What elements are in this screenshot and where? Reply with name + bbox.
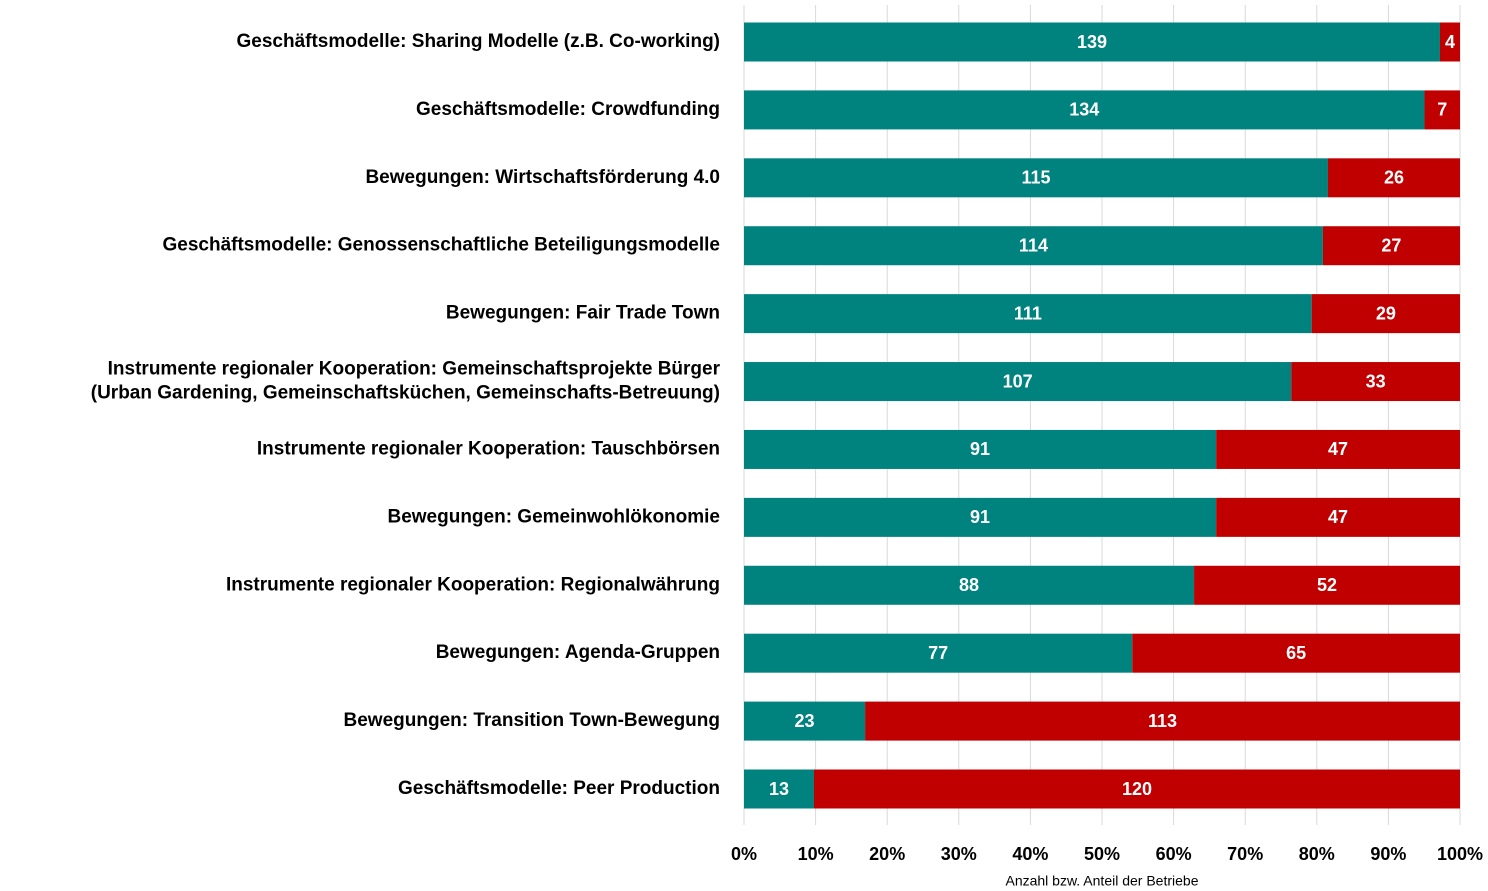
category-label: Geschäftsmodelle: Peer Production	[398, 778, 720, 799]
bar-segment	[813, 769, 1460, 809]
category-label: Geschäftsmodelle: Genossenschaftliche Be…	[163, 235, 721, 256]
bar-segment	[744, 565, 1195, 605]
bar-segment	[744, 90, 1425, 130]
bar-segment	[744, 158, 1328, 198]
value-label: 111	[1014, 303, 1042, 323]
bar-segment	[1424, 90, 1460, 130]
category-label: Instrumente regionaler Kooperation: Geme…	[91, 359, 721, 404]
value-label: 27	[1381, 235, 1401, 255]
category-label: Bewegungen: Fair Trade Town	[446, 303, 720, 324]
x-tick-label: 10%	[798, 844, 834, 864]
category-label: Instrumente regionaler Kooperation: Taus…	[257, 438, 720, 459]
bar-segment	[744, 497, 1217, 537]
x-tick-label: 50%	[1084, 844, 1120, 864]
bar-segment	[1439, 22, 1460, 62]
bar-segment	[744, 701, 866, 741]
value-label: 139	[1077, 32, 1107, 52]
bar-segment	[744, 294, 1312, 334]
bar-segment	[744, 22, 1440, 62]
category-label: Bewegungen: Wirtschaftsförderung 4.0	[365, 167, 720, 188]
bar-segment	[1216, 497, 1460, 537]
bar-segment	[1132, 633, 1460, 673]
category-label: Bewegungen: Agenda-Gruppen	[436, 642, 720, 663]
bar-segment	[1311, 294, 1460, 334]
category-label: Instrumente regionaler Kooperation: Regi…	[226, 574, 720, 595]
value-label: 13	[769, 779, 789, 799]
category-label: Bewegungen: Transition Town-Bewegung	[344, 710, 720, 731]
x-tick-label: 80%	[1299, 844, 1335, 864]
value-label: 7	[1437, 100, 1447, 120]
bar-segment	[865, 701, 1460, 741]
category-label: Geschäftsmodelle: Crowdfunding	[416, 99, 720, 120]
value-label: 88	[959, 575, 979, 595]
bar-segment	[1291, 362, 1460, 402]
x-axis-label: Anzahl bzw. Anteil der Betriebe	[1005, 873, 1198, 889]
value-label: 113	[1148, 711, 1177, 731]
value-label: 4	[1445, 32, 1455, 52]
bar-segment	[744, 769, 814, 809]
value-label: 47	[1328, 507, 1348, 527]
category-label: Bewegungen: Gemeinwohlökonomie	[387, 506, 720, 527]
bar-segment	[744, 633, 1133, 673]
value-label: 107	[1003, 371, 1033, 391]
bar-segment	[1194, 565, 1460, 605]
value-label: 47	[1328, 439, 1348, 459]
value-label: 134	[1069, 100, 1099, 120]
x-tick-label: 20%	[869, 844, 905, 864]
x-tick-label: 40%	[1012, 844, 1048, 864]
value-label: 115	[1021, 168, 1050, 188]
value-label: 91	[970, 439, 990, 459]
x-tick-label: 0%	[731, 844, 757, 864]
x-tick-label: 90%	[1370, 844, 1406, 864]
x-tick-label: 30%	[941, 844, 977, 864]
value-label: 52	[1317, 575, 1337, 595]
x-tick-label: 100%	[1437, 844, 1483, 864]
value-label: 120	[1122, 779, 1152, 799]
value-label: 26	[1384, 168, 1404, 188]
bar-segment	[744, 362, 1292, 402]
category-label: Geschäftsmodelle: Sharing Modelle (z.B. …	[237, 31, 721, 52]
bar-segment	[1322, 226, 1460, 266]
value-label: 23	[795, 711, 815, 731]
bar-segment	[744, 429, 1217, 469]
x-tick-label: 60%	[1156, 844, 1192, 864]
value-label: 65	[1286, 643, 1306, 663]
value-label: 33	[1366, 371, 1386, 391]
bar-segment	[1327, 158, 1460, 198]
value-label: 77	[928, 643, 948, 663]
value-label: 91	[970, 507, 990, 527]
value-label: 29	[1376, 303, 1396, 323]
x-tick-label: 70%	[1227, 844, 1263, 864]
bar-segment	[1216, 429, 1460, 469]
bar-segment	[744, 226, 1323, 266]
value-label: 114	[1019, 235, 1048, 255]
